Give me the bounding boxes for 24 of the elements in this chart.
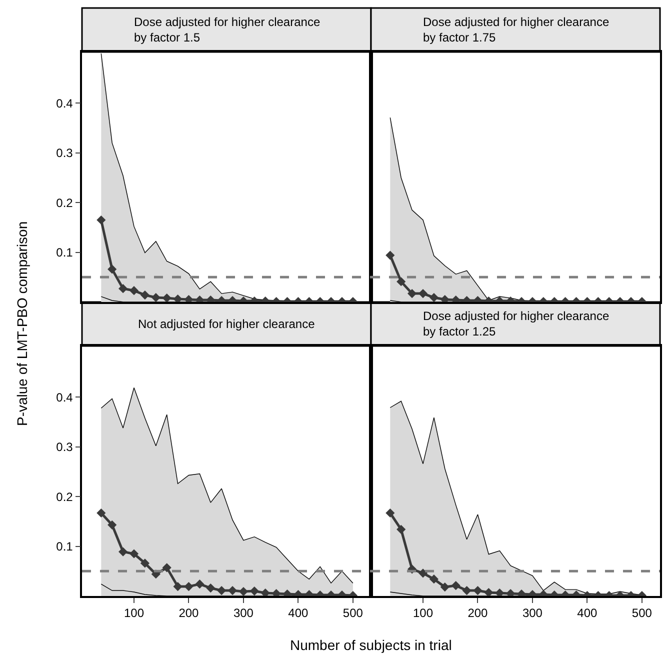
y-tick-label: 0.3 [56, 440, 74, 454]
y-tick-label: 0.4 [56, 96, 74, 110]
y-tick-label: 0.3 [56, 146, 74, 160]
y-axis-title: P-value of LMT-PBO comparison [14, 221, 30, 426]
x-tick-label: 300 [233, 606, 254, 620]
x-tick-label: 300 [522, 606, 543, 620]
chart-title: Dose adjusted for higher clearance by factor 1.25 [423, 309, 610, 339]
x-tick-label: 200 [468, 606, 488, 620]
y-tick-label: 0.1 [56, 246, 74, 260]
x-tick-label: 100 [124, 606, 144, 620]
x-tick-label: 400 [288, 606, 309, 620]
x-tick-label: 200 [178, 606, 200, 620]
chart-title: Not adjusted for higher clearance [138, 317, 316, 331]
y-tick-label: 0.2 [56, 490, 74, 504]
y-tick-label: 0.4 [56, 390, 74, 404]
y-tick-label: 0.2 [56, 196, 74, 210]
x-tick-label: 100 [412, 606, 434, 620]
x-tick-label: 500 [632, 606, 652, 620]
x-tick-label: 500 [342, 606, 364, 620]
y-tick-label: 0.1 [56, 540, 74, 554]
x-axis-title: Number of subjects in trial [290, 637, 452, 653]
chart-title: Dose adjusted for higher clearance by factor 1.75 [423, 15, 610, 45]
x-tick-label: 400 [577, 606, 598, 620]
chart-title: Dose adjusted for higher clearance by factor 1.5 [134, 15, 320, 45]
